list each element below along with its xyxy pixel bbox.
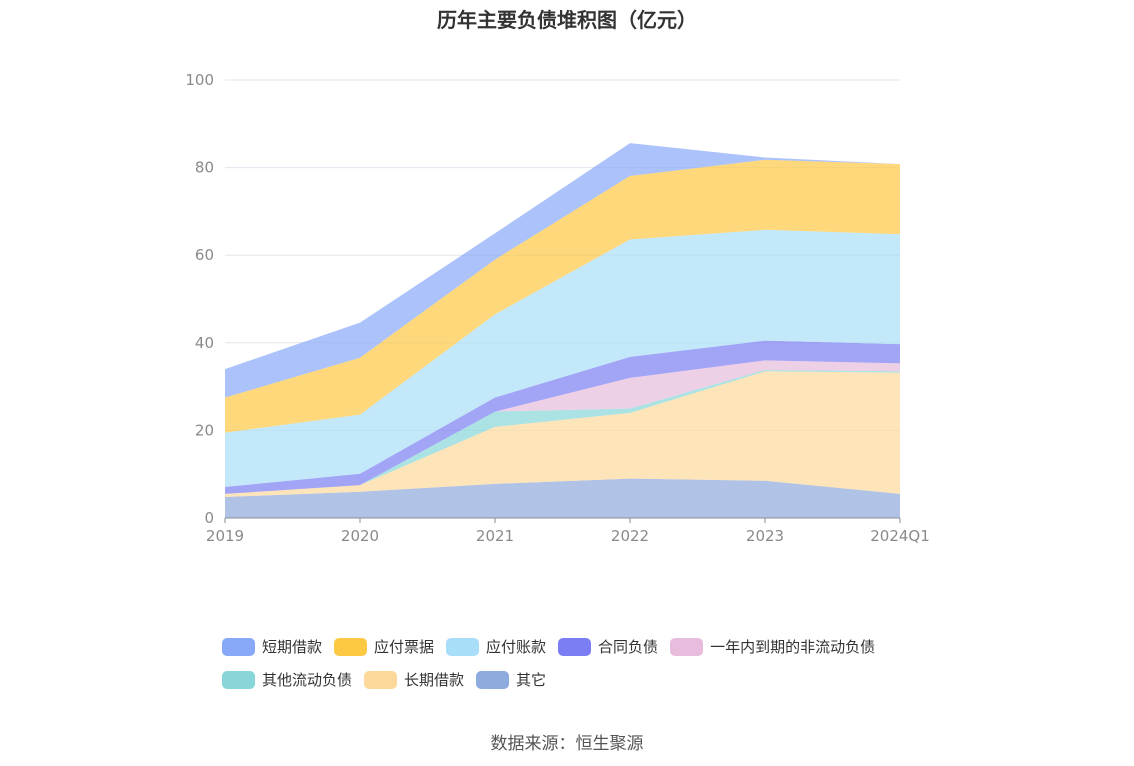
legend-swatch xyxy=(222,637,255,656)
x-tick-label: 2023 xyxy=(746,527,784,545)
legend-label: 合同负债 xyxy=(598,638,659,656)
x-tick-label: 2022 xyxy=(611,527,649,545)
area-series[interactable] xyxy=(225,478,900,518)
area-series[interactable] xyxy=(225,371,900,497)
legend-item[interactable]: 应付票据 xyxy=(334,636,434,657)
area-series[interactable] xyxy=(225,143,900,398)
legend-swatch xyxy=(476,670,510,689)
legend-swatch xyxy=(334,637,368,656)
y-tick-label: 80 xyxy=(195,159,214,177)
chart-title: 历年主要负债堆积图（亿元） xyxy=(437,8,697,32)
legend-swatch xyxy=(558,637,592,656)
legend-label: 应付票据 xyxy=(374,638,435,656)
y-tick-label: 40 xyxy=(195,334,214,352)
x-tick-label: 2019 xyxy=(206,527,244,545)
legend-item[interactable]: 应付账款 xyxy=(446,636,546,657)
legend-label: 一年内到期的非流动负债 xyxy=(710,638,876,656)
legend-item[interactable]: 其他流动负债 xyxy=(222,669,352,690)
area-series-layer xyxy=(225,143,900,518)
legend: 短期借款 应付票据 应付账款 合同负债 一年内到期的非流动负债其他流动负债 长期借款 其它 xyxy=(222,630,942,696)
y-tick-label: 100 xyxy=(185,71,214,89)
legend-row: 短期借款 应付票据 应付账款 合同负债 一年内到期的非流动负债 xyxy=(222,630,942,663)
y-tick-label: 20 xyxy=(195,421,214,439)
legend-item[interactable]: 其它 xyxy=(476,669,546,690)
legend-item[interactable]: 长期借款 xyxy=(364,669,464,690)
legend-swatch xyxy=(222,670,255,689)
legend-label: 其他流动负债 xyxy=(262,671,353,689)
x-tick-label: 2021 xyxy=(476,527,514,545)
legend-swatch xyxy=(446,637,480,656)
legend-label: 长期借款 xyxy=(404,671,465,689)
area-series[interactable] xyxy=(225,159,900,433)
x-tick-label: 2024Q1 xyxy=(870,527,930,545)
legend-swatch xyxy=(670,637,704,656)
y-tick-label: 60 xyxy=(195,246,214,264)
legend-row: 其他流动负债 长期借款 其它 xyxy=(222,663,942,696)
legend-label: 短期借款 xyxy=(262,638,323,656)
data-source-note: 数据来源：恒生聚源 xyxy=(490,734,644,754)
axes: 0 20 40 60 80 100 2019 2020 2021 2022 2023 2024Q1 xyxy=(185,71,929,545)
x-tick-label: 2020 xyxy=(341,527,379,545)
area-series[interactable] xyxy=(225,340,900,494)
area-series[interactable] xyxy=(225,229,900,487)
y-tick-label: 0 xyxy=(204,509,214,527)
legend-item[interactable]: 短期借款 xyxy=(222,636,322,657)
legend-item[interactable]: 合同负债 xyxy=(558,636,658,657)
legend-swatch xyxy=(364,670,398,689)
legend-label: 应付账款 xyxy=(486,638,547,656)
legend-item[interactable]: 一年内到期的非流动负债 xyxy=(670,636,875,657)
legend-label: 其它 xyxy=(516,671,547,689)
